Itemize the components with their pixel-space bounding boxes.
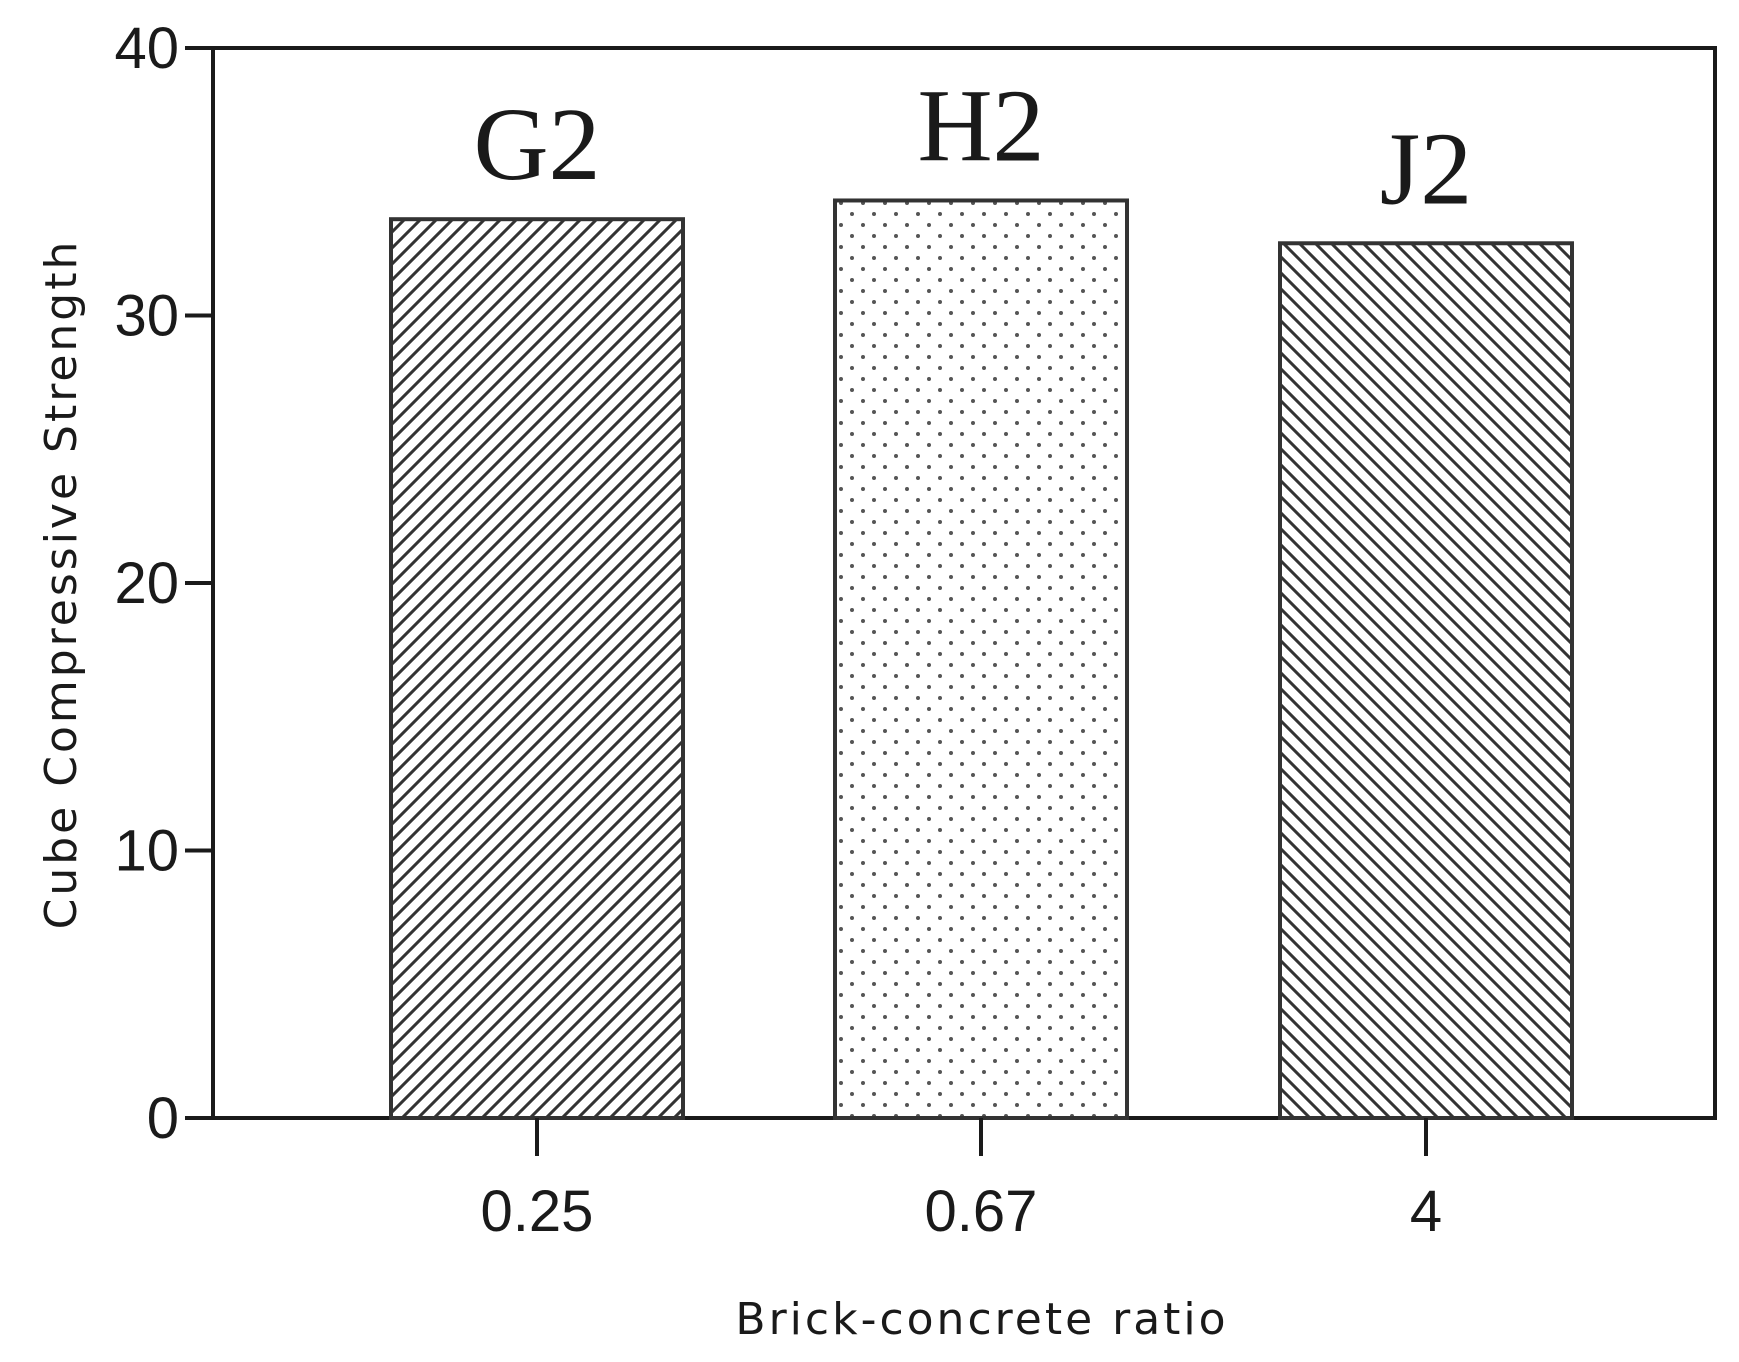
bar-h2: [833, 198, 1129, 1121]
bar-g2: [389, 217, 685, 1120]
x-tick-label-2: 0.67: [925, 1179, 1038, 1244]
labels: G2 H2 J2 0 10 20 30 40 0.25 0.67 4 Brick-concrete r…: [36, 16, 1472, 1345]
bar-label-h2: H2: [917, 68, 1044, 183]
y-tick-label-10: 10: [114, 819, 179, 884]
bar-j2: [1278, 241, 1574, 1120]
x-tick-label-1: 0.25: [481, 1179, 594, 1244]
bar-label-j2: J2: [1380, 111, 1472, 226]
bars: [389, 198, 1574, 1121]
x-axis-title: Brick-concrete ratio: [735, 1294, 1228, 1345]
y-tick-label-0: 0: [147, 1086, 179, 1151]
bar-label-g2: G2: [473, 87, 600, 202]
y-tick-label-20: 20: [114, 551, 179, 616]
y-tick-label-40: 40: [114, 16, 179, 81]
x-tick-label-3: 4: [1410, 1179, 1442, 1244]
y-tick-label-30: 30: [114, 284, 179, 349]
axes: [185, 46, 1428, 1156]
y-axis-title: Cube Compressive Strength: [36, 239, 87, 930]
